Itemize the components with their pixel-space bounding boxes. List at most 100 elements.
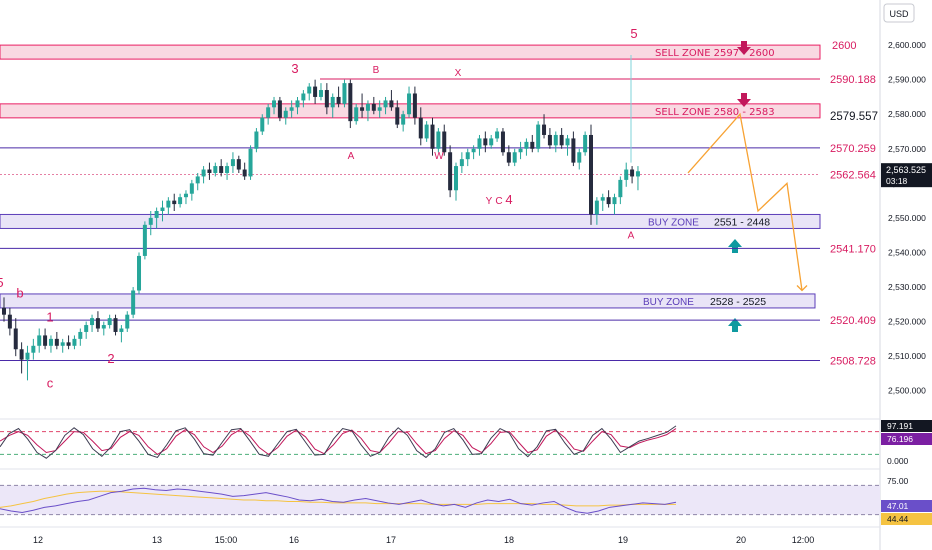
buy-zone-box (0, 213, 821, 229)
projection-layer (687, 112, 808, 292)
current-price-badge (881, 163, 932, 188)
wave-labels-layer: 5b1c23BAXWYC45A (0, 26, 638, 390)
candle-body (148, 217, 153, 225)
candle-body (160, 207, 165, 211)
candle-body (542, 124, 547, 135)
candle-body (107, 318, 112, 326)
osc-signal-badge (881, 433, 932, 445)
candle-body (277, 100, 282, 118)
candle-body (524, 141, 529, 149)
candle-body (43, 335, 48, 346)
rsi-ma-line (0, 490, 676, 508)
candle-body (600, 197, 605, 201)
candle-body (225, 166, 230, 173)
candle-body (48, 338, 53, 346)
time-tick-label: 13 (152, 535, 162, 545)
wave-label: A (628, 231, 635, 242)
candle-body (172, 200, 177, 205)
sell-arrow-down-icon (737, 99, 751, 107)
candle-body (448, 152, 453, 191)
candle-body (66, 342, 71, 346)
price-tick-label: 2,530.000 (888, 282, 926, 292)
candle-body (500, 131, 505, 153)
candle-body (54, 338, 59, 346)
candle-body (477, 138, 482, 149)
candle-body (131, 290, 136, 315)
price-tick-label: 2,500.000 (888, 386, 926, 396)
osc-k-line (0, 425, 677, 459)
time-tick-label: 15:00 (215, 535, 238, 545)
candle-body (459, 159, 464, 167)
candle-body (518, 148, 523, 153)
sell-zone-label: SELL ZONE 2597 - 2600 (655, 48, 775, 59)
buy-zone-label: BUY ZONE (648, 217, 699, 228)
candle-body (178, 197, 183, 205)
level-label: 2508.728 (830, 356, 876, 368)
candle-body (583, 134, 588, 153)
price-axis-panel[interactable] (880, 0, 932, 550)
candle-body (383, 100, 388, 108)
rsi-ma-badge (881, 513, 932, 525)
time-tick-label: 18 (504, 535, 514, 545)
candle-body (407, 93, 412, 115)
candle-body (547, 134, 552, 146)
candle-body (565, 138, 570, 146)
currency-button[interactable]: USD (889, 9, 909, 19)
price-tick-label: 2,570.000 (888, 144, 926, 154)
candle-body (465, 152, 470, 160)
time-tick-label: 19 (618, 535, 628, 545)
candle-body (113, 318, 118, 332)
candle-body (594, 200, 599, 215)
time-tick-label: 16 (289, 535, 299, 545)
candle-body (495, 131, 500, 139)
wave-label: 5 (630, 26, 637, 41)
candle-body (512, 152, 517, 163)
candle-body (213, 166, 218, 173)
level-label: 2570.259 (830, 143, 876, 155)
rsi-ma-label: 44.44 (887, 514, 909, 524)
candle-body (195, 176, 200, 184)
candle-body (72, 338, 77, 346)
rsi-value-label: 47.01 (887, 501, 909, 511)
osc-signal-label: 76.196 (887, 434, 913, 444)
sell-zone-box (0, 44, 821, 60)
candle-body (37, 335, 42, 346)
wave-label: c (47, 375, 54, 390)
zones-layer: SELL ZONE 2597 - 2600 SELL ZONE 2580 - 25… (0, 41, 821, 332)
stochastic-oscillator-pane: 97.191 76.196 0.000 (0, 420, 932, 466)
candle-body (78, 331, 83, 339)
candle-body (489, 138, 494, 146)
level-label: 2600 (832, 40, 856, 52)
candle-body (260, 117, 265, 132)
candle-body (266, 107, 271, 118)
candle-body (219, 166, 224, 173)
level-label: 2579.557 (830, 111, 878, 123)
candle-body (559, 134, 564, 146)
price-tick-label: 2,520.000 (888, 317, 926, 327)
candle-body (13, 328, 18, 350)
time-tick-label: 12 (33, 535, 43, 545)
projection-arrowhead-icon (796, 285, 808, 292)
candle-body (272, 100, 277, 108)
candle-body (142, 224, 147, 256)
candle-body (31, 345, 36, 353)
wave-label: B (373, 65, 380, 76)
price-tick-label: 2,550.000 (888, 213, 926, 223)
candle-body (336, 96, 341, 104)
candle-body (183, 193, 188, 198)
candle-body (612, 197, 617, 205)
candle-body (283, 110, 288, 118)
osc-value-label: 97.191 (887, 421, 913, 431)
candle-body (60, 342, 65, 346)
candle-body (207, 169, 212, 173)
currency-button-box[interactable] (883, 3, 915, 23)
levels-layer: 26002590.1882579.5572570.2592562.5642541… (0, 40, 878, 368)
candle-body (453, 166, 458, 191)
buy-arrow-up-icon (728, 239, 742, 247)
level-label: 2590.188 (830, 74, 876, 86)
candle-body (295, 100, 300, 108)
wave-label: X (455, 68, 462, 79)
wave-label: A (348, 151, 355, 162)
time-axis[interactable]: 12 13 15:00 16 17 18 19 20 12:00 (33, 535, 814, 545)
